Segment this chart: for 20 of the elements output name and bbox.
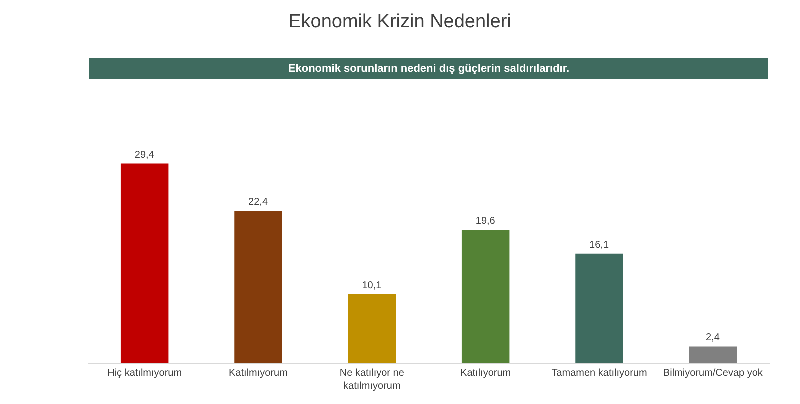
bar [348,294,396,363]
bar [120,164,169,363]
x-tick-label: Bilmiyorum/Cevap yok [663,368,764,379]
x-tick-label: Katılıyorum [460,368,512,379]
data-label: 10,1 [362,280,382,292]
bar [462,230,510,363]
bar [234,211,282,363]
x-tick-label: Ne katılıyor ne katılmıyorum [340,368,405,392]
data-label: 19,6 [476,216,496,228]
data-label: 2,4 [706,332,720,344]
data-label: 29,4 [134,150,155,161]
bar [576,254,624,363]
chart-title: Ekonomik Krizin Nedenleri [288,11,512,32]
data-label: 16,1 [590,240,610,251]
x-tick-label: Tamamen katılıyorum [552,368,648,379]
chart-subtitle: Ekonomik sorunların nedeni dış güçlerin saldırılarıdır. [288,63,570,75]
data-label: 22,4 [248,197,268,208]
x-tick-label: Katılmıyorum [229,368,288,379]
bar [689,346,738,363]
x-tick-label: Hiç katılmıyorum [108,368,182,379]
